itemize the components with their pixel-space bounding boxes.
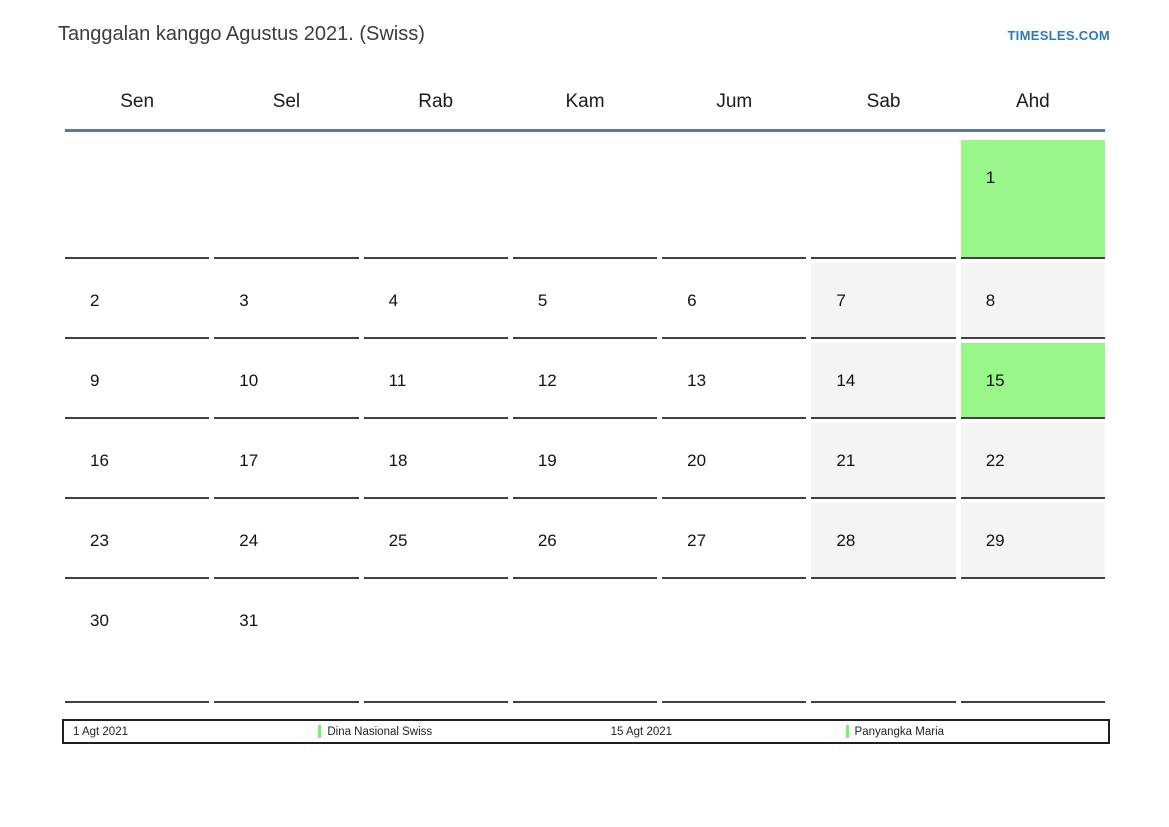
holiday-marker-icon: [845, 725, 849, 738]
day-cell: [65, 140, 210, 259]
day-cell: [363, 140, 508, 259]
day-cell: 2: [65, 263, 210, 339]
weekday-header: Sab: [866, 90, 901, 112]
day-cell: 30: [65, 583, 210, 703]
legend-date: 1 Agt 2021: [64, 726, 309, 738]
day-cell: 17: [214, 423, 359, 499]
day-cell: 24: [214, 503, 359, 579]
calendar-week-row: 30 31: [65, 583, 1105, 703]
day-cell-holiday: 15: [960, 343, 1105, 419]
day-cell-weekend: 21: [811, 423, 956, 499]
day-cell: 13: [662, 343, 807, 419]
calendar-week-row: 1: [65, 140, 1105, 259]
day-cell: [512, 583, 658, 703]
day-cell: 20: [662, 423, 807, 499]
day-cell: 19: [512, 423, 658, 499]
weekday-header: Rab: [418, 90, 454, 112]
day-cell: [363, 583, 508, 703]
weekday-header: Sen: [120, 90, 155, 112]
day-cell-weekend: 28: [811, 503, 956, 579]
day-cell: 9: [65, 343, 210, 419]
calendar-week-row: 23 24 25 26 27 28 29: [65, 503, 1105, 579]
legend-label-text: Dina Nasional Swiss: [327, 725, 433, 738]
day-cell: [662, 140, 807, 259]
page-title: Tanggalan kanggo Agustus 2021. (Swiss): [58, 23, 425, 45]
weekday-header: Sel: [272, 90, 301, 112]
day-cell: 27: [662, 503, 807, 579]
day-cell: [662, 583, 807, 703]
topbar: Tanggalan kanggo Agustus 2021. (Swiss) T…: [0, 0, 1169, 48]
legend-label-text: Panyangka Maria: [854, 725, 945, 738]
weekday-header-row: Sen Sel Rab Kam Jum Sab Ahd: [65, 74, 1105, 132]
legend-entry: Dina Nasional Swiss: [309, 725, 601, 738]
weekday-header: Jum: [716, 90, 753, 112]
weekday-header: Ahd: [1015, 90, 1050, 112]
calendar: Sen Sel Rab Kam Jum Sab Ahd 1 2 3 4 5 6 …: [65, 74, 1105, 703]
day-cell: 3: [214, 263, 359, 339]
calendar-week-row: 2 3 4 5 6 7 8: [65, 263, 1105, 339]
legend-date: 15 Agt 2021: [602, 726, 837, 738]
day-cell-weekend: 14: [811, 343, 956, 419]
day-cell: [960, 583, 1105, 703]
day-cell-weekend: 8: [960, 263, 1105, 339]
day-cell: 4: [363, 263, 508, 339]
day-cell: 10: [214, 343, 359, 419]
day-cell: 31: [214, 583, 359, 703]
calendar-week-row: 16 17 18 19 20 21 22: [65, 423, 1105, 499]
day-cell: [512, 140, 658, 259]
holiday-legend: 1 Agt 2021 Dina Nasional Swiss 15 Agt 20…: [62, 719, 1110, 744]
day-cell: 16: [65, 423, 210, 499]
day-cell: [811, 140, 956, 259]
day-cell-weekend: 22: [960, 423, 1105, 499]
day-cell: 5: [512, 263, 658, 339]
day-cell-weekend: 7: [811, 263, 956, 339]
weekday-header: Kam: [565, 90, 605, 112]
day-cell: 12: [512, 343, 658, 419]
day-cell: [811, 583, 956, 703]
holiday-marker-icon: [318, 725, 322, 738]
day-cell: 6: [662, 263, 807, 339]
day-cell: 11: [363, 343, 508, 419]
day-cell: 23: [65, 503, 210, 579]
legend-entry: Panyangka Maria: [837, 725, 1108, 738]
day-cell-weekend: 29: [960, 503, 1105, 579]
day-cell: 18: [363, 423, 508, 499]
day-cell: 25: [363, 503, 508, 579]
legend-date-text: 15 Agt 2021: [610, 725, 673, 738]
calendar-week-row: 9 10 11 12 13 14 15: [65, 343, 1105, 419]
day-cell-holiday: 1: [960, 140, 1105, 259]
day-cell: [214, 140, 359, 259]
day-cell: 26: [512, 503, 658, 579]
timesles-link[interactable]: TIMESLES.COM: [1007, 28, 1110, 43]
legend-date-text: 1 Agt 2021: [73, 725, 128, 738]
